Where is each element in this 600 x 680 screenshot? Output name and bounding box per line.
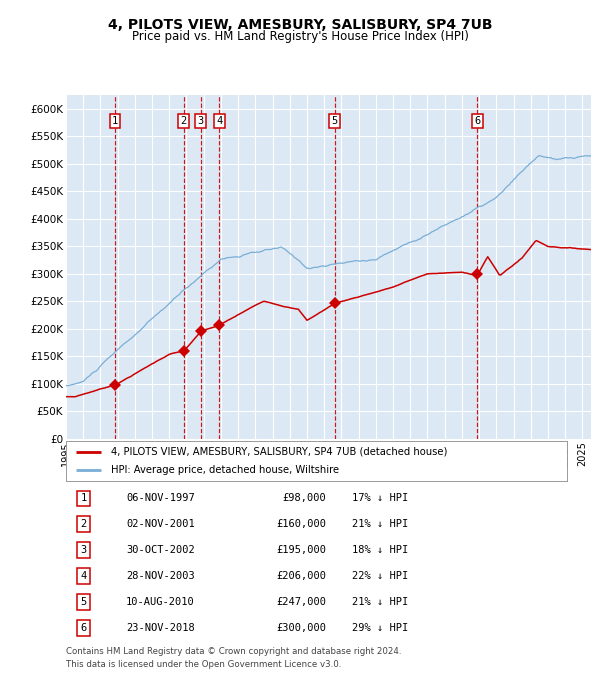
- Text: Contains HM Land Registry data © Crown copyright and database right 2024.: Contains HM Land Registry data © Crown c…: [66, 647, 401, 656]
- Text: £195,000: £195,000: [277, 545, 326, 555]
- Text: £160,000: £160,000: [277, 520, 326, 529]
- Text: 1: 1: [112, 116, 118, 126]
- Text: 4: 4: [216, 116, 223, 126]
- Text: 5: 5: [80, 597, 86, 607]
- Text: 18% ↓ HPI: 18% ↓ HPI: [352, 545, 408, 555]
- Text: 17% ↓ HPI: 17% ↓ HPI: [352, 494, 408, 503]
- Text: 21% ↓ HPI: 21% ↓ HPI: [352, 520, 408, 529]
- Text: 6: 6: [80, 623, 86, 632]
- Text: 4, PILOTS VIEW, AMESBURY, SALISBURY, SP4 7UB (detached house): 4, PILOTS VIEW, AMESBURY, SALISBURY, SP4…: [111, 447, 448, 457]
- Text: 10-AUG-2010: 10-AUG-2010: [126, 597, 195, 607]
- Text: 1: 1: [80, 494, 86, 503]
- Text: 06-NOV-1997: 06-NOV-1997: [126, 494, 195, 503]
- Text: 22% ↓ HPI: 22% ↓ HPI: [352, 571, 408, 581]
- Text: 4, PILOTS VIEW, AMESBURY, SALISBURY, SP4 7UB: 4, PILOTS VIEW, AMESBURY, SALISBURY, SP4…: [108, 18, 492, 32]
- Text: 2: 2: [80, 520, 86, 529]
- Text: HPI: Average price, detached house, Wiltshire: HPI: Average price, detached house, Wilt…: [111, 465, 339, 475]
- Text: £247,000: £247,000: [277, 597, 326, 607]
- Text: 02-NOV-2001: 02-NOV-2001: [126, 520, 195, 529]
- Text: 2: 2: [181, 116, 187, 126]
- Text: 23-NOV-2018: 23-NOV-2018: [126, 623, 195, 632]
- Text: 6: 6: [474, 116, 481, 126]
- Text: 21% ↓ HPI: 21% ↓ HPI: [352, 597, 408, 607]
- Text: 3: 3: [80, 545, 86, 555]
- Text: 28-NOV-2003: 28-NOV-2003: [126, 571, 195, 581]
- Text: £206,000: £206,000: [277, 571, 326, 581]
- Text: This data is licensed under the Open Government Licence v3.0.: This data is licensed under the Open Gov…: [66, 660, 341, 668]
- Text: £300,000: £300,000: [277, 623, 326, 632]
- Text: 29% ↓ HPI: 29% ↓ HPI: [352, 623, 408, 632]
- Text: 5: 5: [331, 116, 338, 126]
- Text: Price paid vs. HM Land Registry's House Price Index (HPI): Price paid vs. HM Land Registry's House …: [131, 30, 469, 43]
- Text: £98,000: £98,000: [283, 494, 326, 503]
- Text: 30-OCT-2002: 30-OCT-2002: [126, 545, 195, 555]
- Text: 3: 3: [197, 116, 204, 126]
- Text: 4: 4: [80, 571, 86, 581]
